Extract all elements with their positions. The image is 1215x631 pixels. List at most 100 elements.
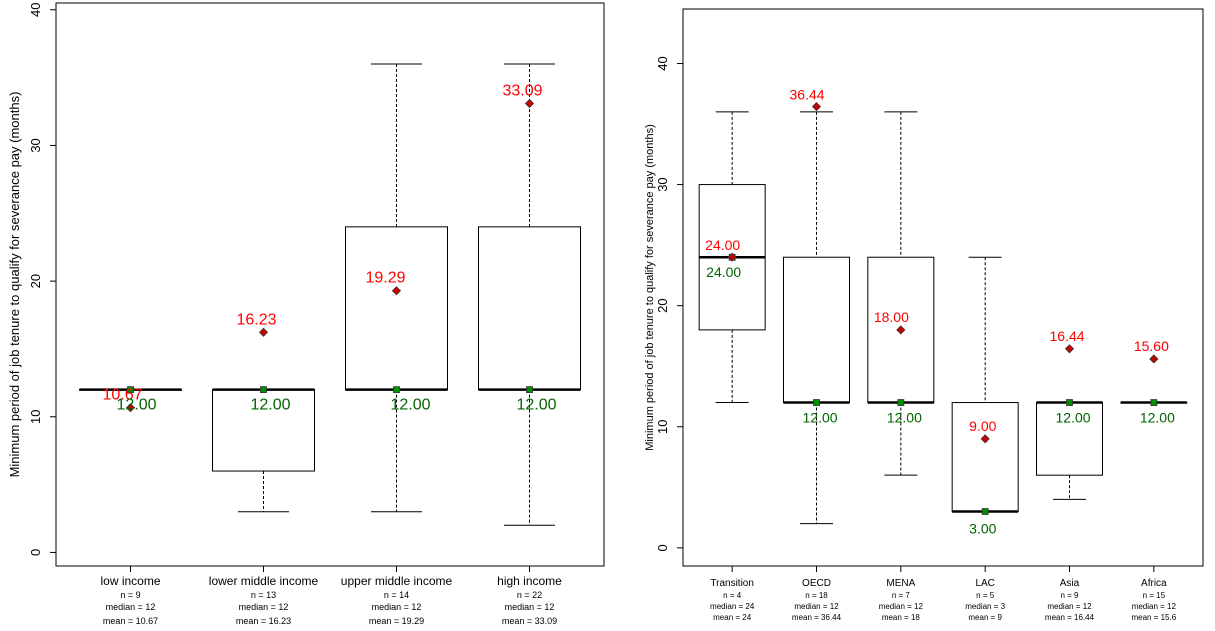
y-tick-label: 40: [28, 3, 43, 17]
median-value-label: 12.00: [803, 410, 838, 426]
median-value-label: 12.00: [1056, 410, 1091, 426]
median-marker: [260, 386, 267, 394]
mean-marker: [896, 325, 906, 335]
category-label: lower middle income: [209, 574, 319, 588]
category-median-text: median = 12: [1047, 602, 1092, 611]
category-label: MENA: [886, 578, 915, 589]
category-mean-text: mean = 19.29: [369, 616, 424, 626]
median-marker: [813, 399, 820, 406]
y-tick-label: 0: [655, 544, 670, 551]
mean-value-label: 15.60: [1134, 338, 1169, 354]
category-n: n = 18: [805, 591, 828, 600]
y-tick-label: 10: [28, 410, 43, 424]
median-value-label: 12.00: [1140, 410, 1175, 426]
box-iqr: [1036, 402, 1103, 476]
mean-value-label: 18.00: [874, 309, 909, 325]
category-mean-text: mean = 16.23: [236, 616, 291, 626]
category-mean-text: mean = 16.44: [1045, 613, 1095, 622]
category-median-text: median = 12: [794, 602, 839, 611]
mean-value-label: 10.67: [103, 387, 143, 404]
median-marker: [526, 386, 533, 394]
chart-panel-region: 0 10 20 30 40 Minimum period of job tenure to…: [644, 8, 1204, 622]
category-n: n = 14: [384, 590, 409, 600]
y-axis-label: Minimum period of job tenure to qualify …: [7, 92, 22, 478]
category-median-text: median = 12: [239, 602, 289, 612]
median-value-label: 12.00: [391, 397, 431, 414]
category-n: n = 5: [976, 591, 995, 600]
category-label: OECD: [802, 578, 831, 589]
category-mean-text: mean = 15.6: [1131, 613, 1176, 622]
category-label: Asia: [1060, 578, 1080, 589]
y-tick-label: 20: [28, 274, 43, 288]
box-iqr: [783, 256, 850, 404]
median-value-label: 12.00: [887, 410, 922, 426]
category-label: Transition: [710, 578, 754, 589]
category-n: n = 22: [517, 590, 542, 600]
y-tick-label: 20: [655, 298, 670, 312]
mean-value-label: 19.29: [366, 270, 406, 287]
mean-value-label: 16.44: [1050, 328, 1085, 344]
box-iqr: [951, 402, 1019, 513]
category-mean-text: mean = 24: [713, 613, 752, 622]
category-n: n = 4: [723, 591, 742, 600]
y-tick-label: 0: [28, 549, 43, 556]
mean-value-label: 9.00: [969, 418, 996, 434]
mean-marker: [811, 102, 822, 112]
median-marker: [897, 399, 905, 406]
mean-marker: [1149, 354, 1159, 364]
plot-frame: [55, 2, 605, 567]
category-median-text: median = 12: [106, 602, 156, 612]
category-label: high income: [497, 574, 562, 588]
median-value-label: 3.00: [969, 521, 996, 537]
median-marker: [1150, 399, 1158, 406]
category-n: n = 9: [1060, 591, 1079, 600]
category-mean-text: mean = 18: [882, 613, 921, 622]
mean-marker: [125, 403, 136, 413]
median-marker: [1066, 399, 1073, 406]
median-value-label: 24.00: [706, 264, 741, 280]
category-median-text: median = 24: [710, 602, 755, 611]
category-n: n = 9: [120, 590, 140, 600]
category-label: low income: [100, 574, 160, 588]
y-tick-label: 30: [655, 177, 670, 191]
median-marker: [981, 508, 989, 515]
category-mean-text: mean = 9: [968, 613, 1002, 622]
y-tick-label: 30: [28, 138, 43, 152]
box-iqr: [478, 226, 581, 391]
median-value-label: 12.00: [117, 397, 157, 414]
category-label: Africa: [1141, 578, 1167, 589]
category-n: n = 13: [251, 590, 276, 600]
category-median-text: median = 12: [372, 602, 422, 612]
category-median-text: median = 12: [1132, 602, 1177, 611]
mean-marker: [1064, 344, 1075, 354]
category-median-text: median = 12: [879, 602, 924, 611]
category-median-text: median = 3: [965, 602, 1005, 611]
mean-marker: [524, 98, 535, 109]
mean-marker: [258, 327, 269, 337]
category-n: n = 7: [892, 591, 911, 600]
plot-frame: [682, 8, 1204, 567]
median-marker: [127, 386, 134, 394]
mean-marker: [391, 286, 402, 296]
category-mean-text: mean = 36.44: [792, 613, 842, 622]
y-tick-label: 10: [655, 420, 670, 434]
category-label: LAC: [975, 578, 994, 589]
median-marker: [393, 386, 400, 394]
mean-value-label: 16.23: [237, 311, 277, 328]
median-value-label: 12.00: [251, 397, 291, 414]
mean-value-label: 36.44: [790, 87, 825, 103]
mean-marker: [727, 252, 737, 262]
category-mean-text: mean = 33.09: [502, 616, 557, 626]
median-value-label: 12.00: [517, 397, 557, 414]
box-iqr: [345, 226, 448, 391]
y-tick-label: 40: [655, 56, 670, 70]
y-axis-label: Minimum period of job tenure to qualify …: [644, 124, 656, 451]
category-n: n = 15: [1143, 591, 1166, 600]
category-mean-text: mean = 10.67: [103, 616, 158, 626]
mean-value-label: 33.09: [503, 83, 543, 100]
category-label: upper middle income: [341, 574, 453, 588]
mean-marker: [980, 434, 990, 444]
chart-panel-income: 0 10 20 30 40 Minimum period of job tenure to…: [7, 2, 605, 626]
mean-value-label: 24.00: [705, 237, 740, 253]
